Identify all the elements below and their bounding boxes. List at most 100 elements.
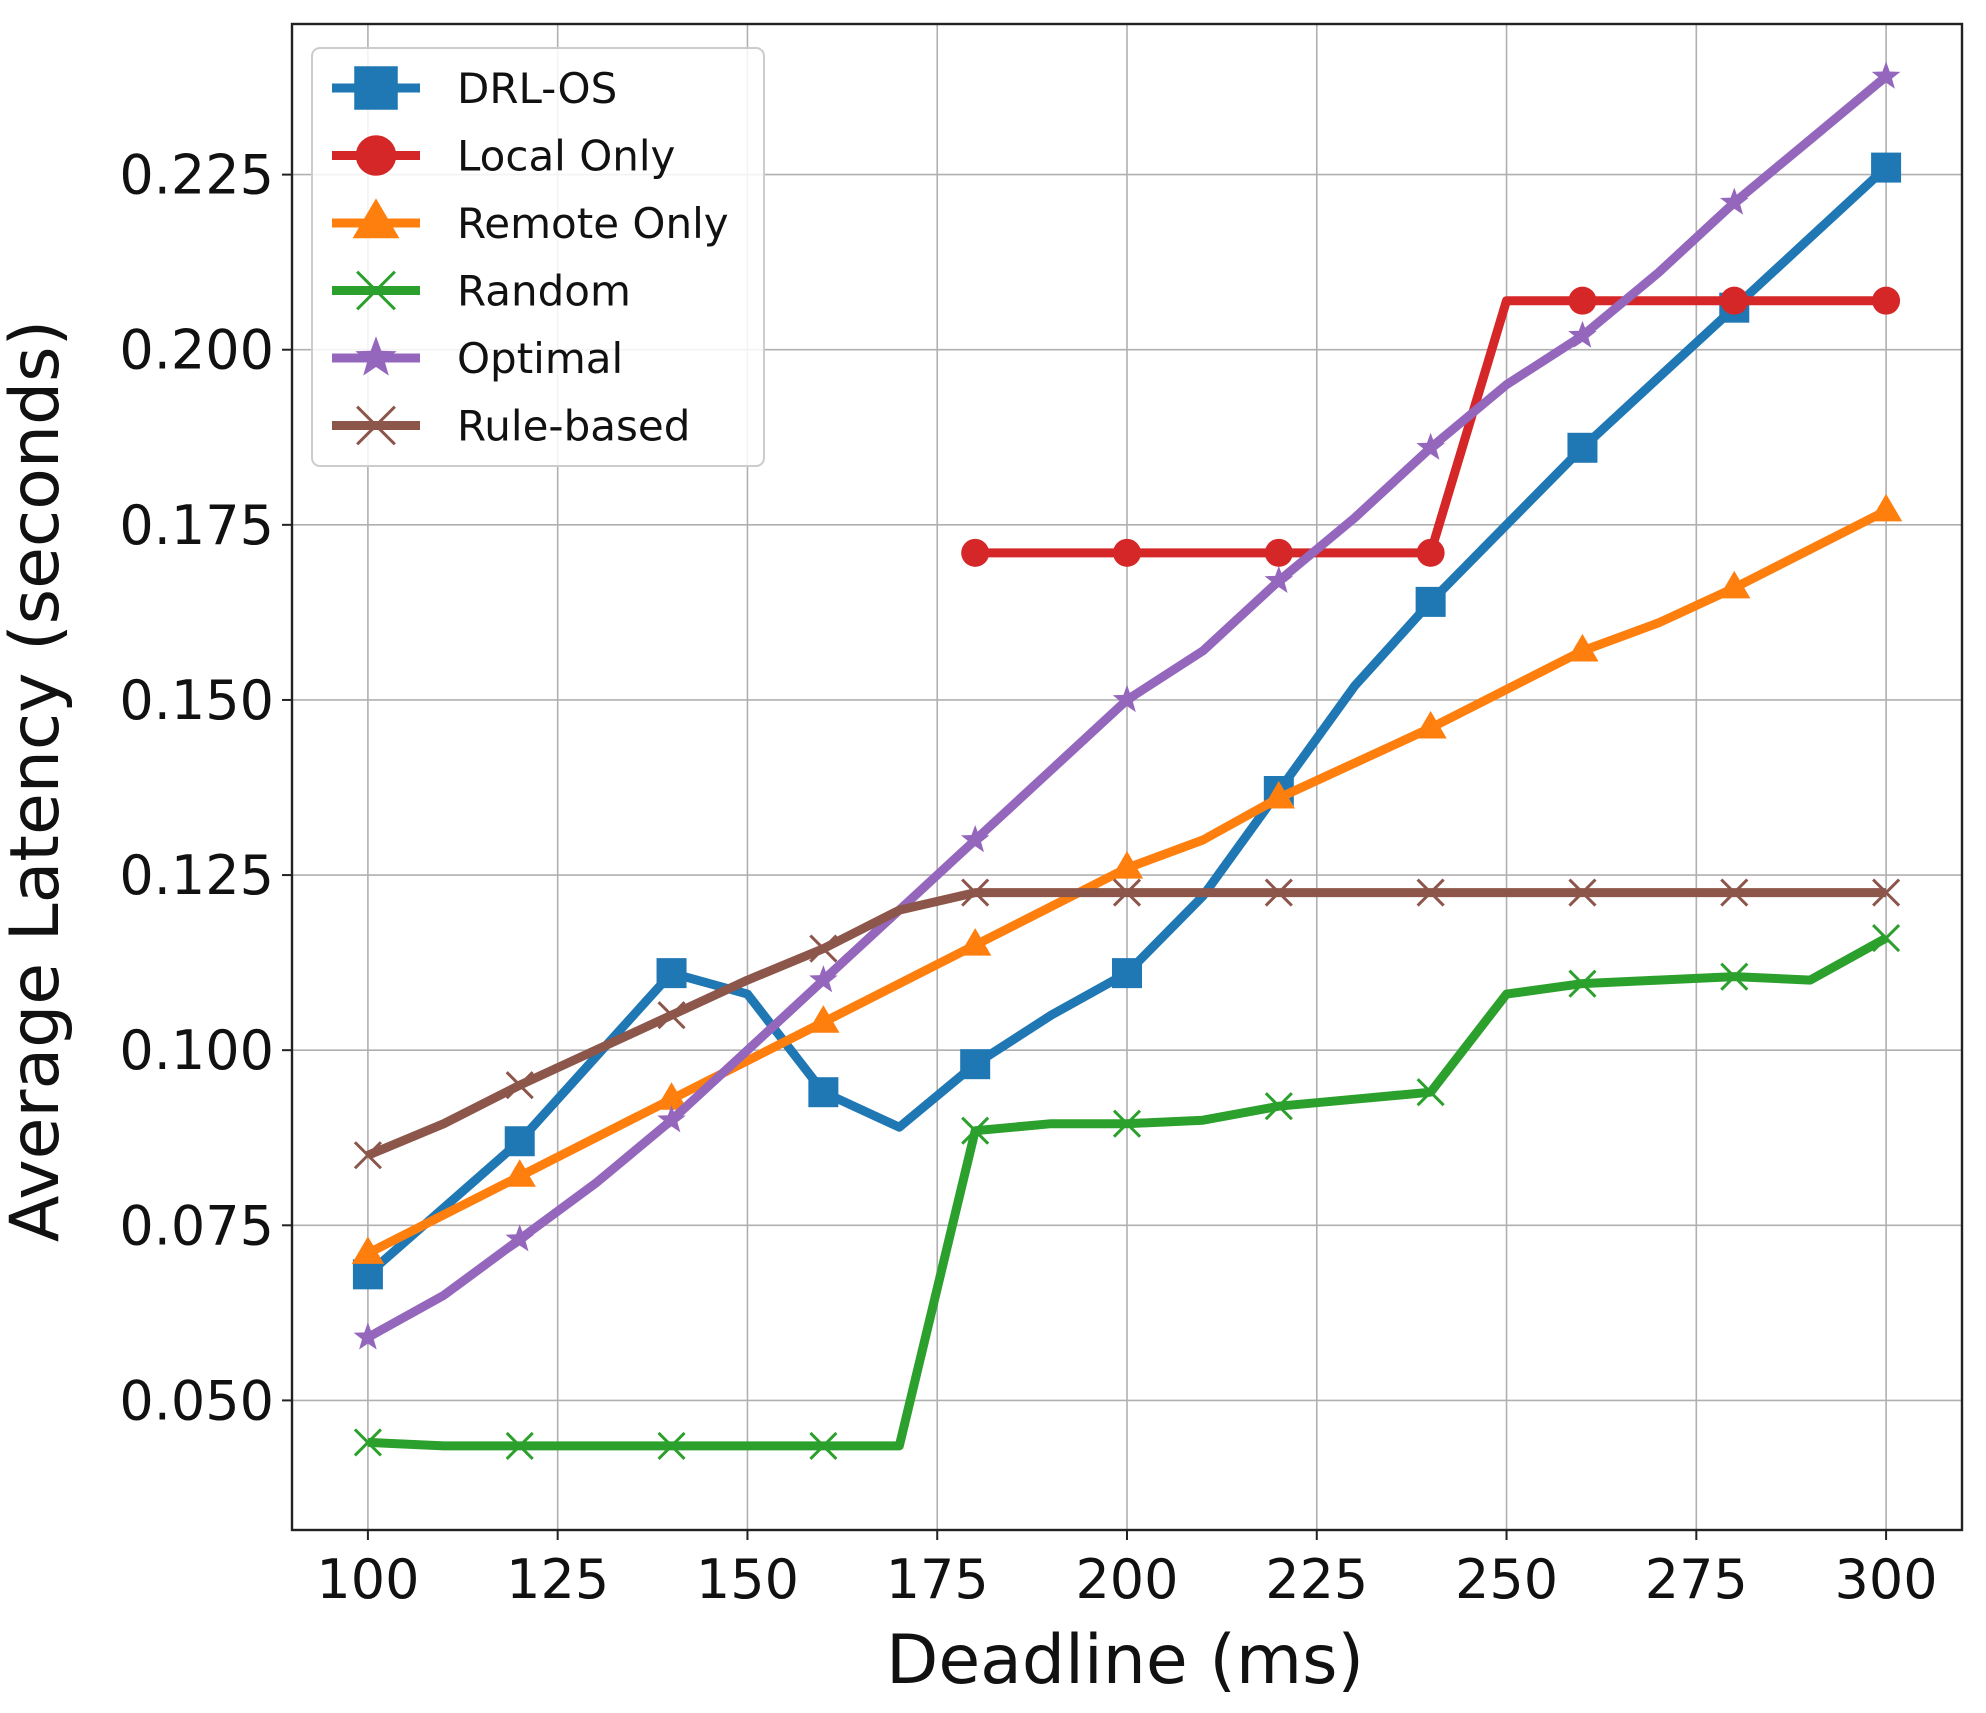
data-point: [1110, 851, 1144, 879]
legend-label: Local Only: [457, 132, 675, 181]
data-point: [1112, 1109, 1142, 1138]
data-point: [960, 1049, 991, 1080]
data-point: [1872, 878, 1901, 907]
data-point: [655, 1082, 688, 1110]
data-point: [356, 405, 396, 446]
data-point: [354, 66, 398, 110]
y-tick-label: 0.125: [119, 844, 274, 907]
data-point: [656, 958, 687, 989]
legend-label: Rule-based: [457, 402, 690, 451]
data-point: [1872, 286, 1901, 315]
data-point: [503, 1159, 536, 1187]
data-point: [1871, 152, 1902, 183]
legend-label: DRL-OS: [457, 64, 617, 113]
data-point: [1112, 958, 1142, 989]
legend-item-local-only[interactable]: Local Only: [332, 132, 675, 181]
data-point: [352, 1259, 383, 1290]
data-point: [808, 1077, 839, 1108]
legend-item-drl-os[interactable]: DRL-OS: [332, 64, 617, 113]
data-point: [1416, 878, 1445, 907]
data-point: [1113, 538, 1141, 567]
data-point: [1112, 684, 1142, 713]
data-point: [1568, 969, 1597, 998]
y-tick-label: 0.175: [119, 494, 274, 557]
data-point: [1416, 538, 1445, 567]
data-point: [1414, 710, 1447, 739]
data-point: [353, 1322, 383, 1350]
data-point: [505, 1431, 534, 1461]
data-point: [352, 198, 400, 239]
data-point: [1869, 493, 1903, 522]
data-point: [1566, 633, 1599, 662]
data-point: [1718, 570, 1751, 599]
data-point: [1416, 432, 1445, 460]
series-group: [351, 61, 1903, 1461]
data-point: [1720, 286, 1749, 315]
data-point: [1568, 286, 1597, 315]
x-tick-label: 150: [696, 1548, 799, 1611]
data-point: [807, 1005, 840, 1033]
x-tick-label: 100: [316, 1548, 419, 1611]
series-remote-only: [351, 493, 1903, 1264]
data-point: [1568, 320, 1597, 348]
legend-item-rule-based[interactable]: Rule-based: [332, 402, 690, 451]
legend-item-optimal[interactable]: Optimal: [332, 334, 623, 383]
data-point: [1264, 1092, 1293, 1121]
data-point: [353, 1428, 382, 1457]
data-point: [657, 1001, 686, 1030]
series-line-local-only: [975, 296, 1887, 558]
data-point: [960, 825, 990, 853]
data-point: [809, 1431, 838, 1461]
y-tick-label: 0.150: [119, 669, 274, 732]
data-point: [1872, 924, 1901, 953]
data-point: [657, 1431, 686, 1461]
y-tick-label: 0.050: [119, 1369, 274, 1432]
data-point: [657, 1105, 686, 1133]
x-tick-label: 175: [886, 1548, 989, 1611]
data-point: [1416, 1078, 1445, 1107]
data-point: [809, 934, 838, 963]
data-point: [1264, 565, 1294, 593]
x-tick-label: 250: [1455, 1548, 1558, 1611]
series-optimal: [353, 61, 1901, 1350]
x-tick-label: 200: [1075, 1548, 1178, 1611]
data-point: [355, 336, 397, 376]
data-point: [504, 1126, 535, 1157]
data-point: [353, 1141, 382, 1170]
legend-item-random[interactable]: Random: [332, 267, 631, 316]
y-tick-label: 0.200: [119, 319, 274, 382]
legend-label: Optimal: [457, 334, 623, 383]
data-point: [961, 878, 990, 907]
y-tick-label: 0.100: [119, 1019, 274, 1082]
data-point: [355, 135, 397, 176]
data-point: [351, 1236, 385, 1264]
legend-item-remote-only[interactable]: Remote Only: [332, 198, 729, 248]
y-axis-title: Average Latency (seconds): [0, 320, 75, 1242]
data-point: [959, 928, 992, 956]
series-local-only: [961, 286, 1901, 567]
legend-box: [311, 47, 765, 467]
data-point: [1262, 781, 1295, 809]
data-point: [1568, 878, 1597, 907]
x-tick-label: 275: [1645, 1548, 1748, 1611]
data-point: [961, 1116, 990, 1145]
data-point: [1112, 878, 1142, 907]
data-point: [1415, 586, 1446, 617]
x-axis-ticks: 100 125 150 175 200 225 250 275 300: [316, 1530, 1938, 1611]
legend[interactable]: DRL-OS Local Only Remote Only Random Optimal…: [311, 47, 765, 467]
data-point: [961, 538, 990, 567]
y-tick-label: 0.225: [119, 144, 274, 207]
data-point: [1264, 878, 1293, 907]
legend-label: Random: [457, 267, 631, 316]
series-random: [353, 924, 1901, 1461]
series-rule-based: [353, 878, 1901, 1170]
data-point: [809, 965, 838, 993]
data-point: [505, 1224, 534, 1252]
data-point: [1720, 878, 1749, 907]
data-point: [1871, 61, 1901, 89]
data-point: [1264, 538, 1293, 567]
legend-label: Remote Only: [457, 199, 729, 248]
x-axis-title: Deadline (ms): [886, 1621, 1364, 1700]
